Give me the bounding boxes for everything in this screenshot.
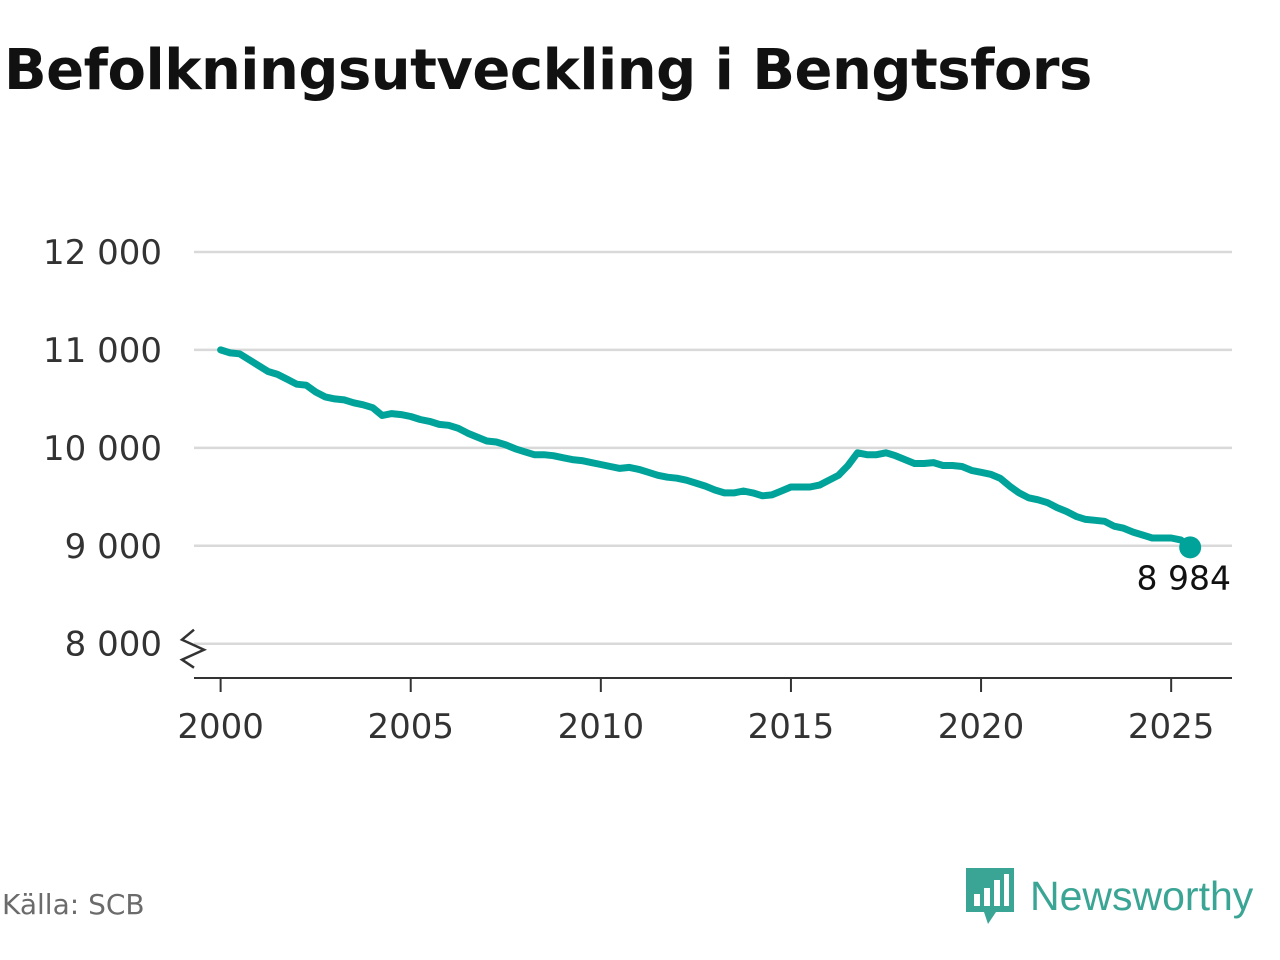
x-tick-label: 2005: [367, 707, 454, 747]
population-series-line: [217, 346, 1194, 551]
brand-name: Newsworthy: [1030, 872, 1254, 919]
page-title: Befolkningsutveckling i Bengtsfors: [4, 38, 1092, 103]
x-tick-label: 2025: [1128, 707, 1215, 747]
axis-break-icon: [179, 628, 208, 669]
x-tick-label: 2010: [558, 707, 645, 747]
x-axis-ticks: 2000 2005 2010 2015 2020 2025: [177, 678, 1214, 747]
x-tick-label: 2015: [748, 707, 835, 747]
source-note: Källa: SCB: [2, 888, 145, 921]
last-value-label: 8 984: [1137, 558, 1231, 597]
y-axis-tick-labels: 8 000 9 000 10 000 11 000 12 000: [43, 233, 162, 665]
last-value-point: [1179, 536, 1202, 559]
y-tick-label: 9 000: [65, 527, 162, 567]
x-tick-label: 2000: [177, 707, 264, 747]
x-tick-label: 2020: [938, 707, 1025, 747]
gridlines: [194, 250, 1232, 645]
y-tick-label: 10 000: [43, 429, 162, 469]
y-tick-label: 12 000: [43, 233, 162, 273]
y-tick-label: 8 000: [65, 625, 162, 665]
y-tick-label: 11 000: [43, 331, 162, 371]
brand-logo[interactable]: Newsworthy: [964, 866, 1253, 926]
newsworthy-logo-icon: [966, 868, 1014, 924]
